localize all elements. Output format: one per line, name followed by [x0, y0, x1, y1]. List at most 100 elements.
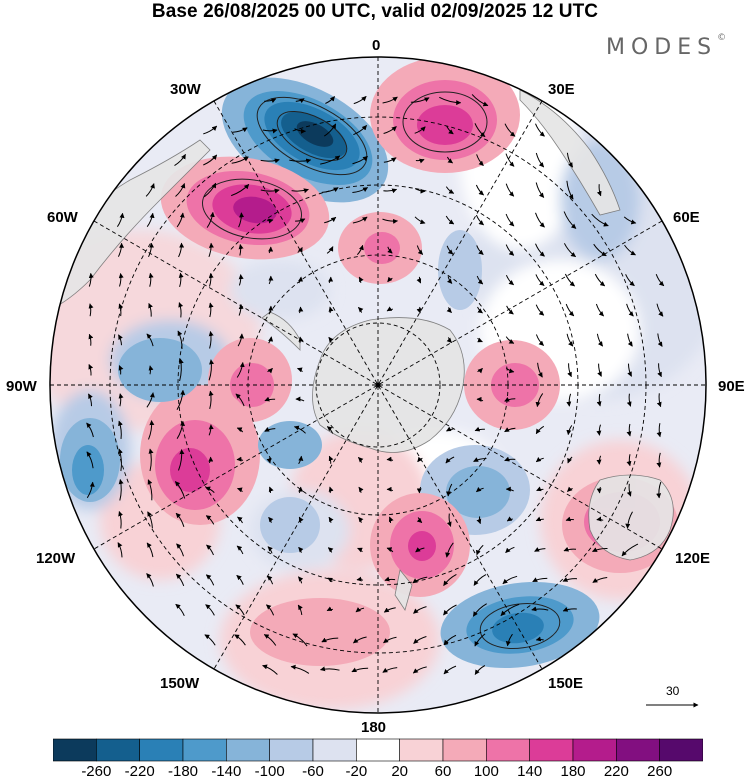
wind-arrow — [505, 183, 515, 197]
wind-arrow — [504, 456, 516, 462]
wind-arrow — [353, 636, 367, 644]
wind-arrow — [146, 542, 154, 558]
wind-arrow — [208, 242, 214, 257]
wind-arrow — [382, 96, 398, 104]
wind-arrow — [298, 486, 304, 494]
wind-arrow — [386, 547, 394, 553]
wind-arrow — [593, 243, 607, 257]
wind-arrow — [563, 211, 577, 229]
wind-arrow — [356, 576, 364, 582]
wind-arrow — [500, 603, 520, 616]
wind-arrow — [298, 516, 304, 523]
wind-arrow — [236, 456, 244, 462]
wind-arrow — [295, 218, 306, 224]
wind-arrow — [208, 390, 214, 410]
wind-arrow — [535, 243, 545, 257]
colorbar-tick-label: -60 — [302, 763, 324, 780]
wind-arrow — [412, 666, 427, 674]
wind-arrow — [231, 156, 249, 164]
wind-arrow — [476, 245, 484, 255]
wind-arrow — [596, 393, 602, 407]
wind-arrow — [562, 577, 578, 582]
wind-arrow — [445, 215, 455, 225]
wind-arrow — [443, 573, 457, 587]
wind-arrow — [204, 182, 217, 198]
wind-arrow — [291, 188, 309, 194]
wind-arrow — [624, 244, 636, 256]
wind-arrow — [205, 574, 215, 586]
wind-arrow — [88, 272, 94, 287]
wind-arrow — [267, 546, 273, 554]
wind-arrow — [505, 275, 514, 286]
wind-arrow — [410, 97, 430, 103]
wind-arrow — [623, 216, 637, 225]
wind-arrow — [446, 337, 452, 343]
wind-arrow — [267, 575, 274, 585]
wind-arrow — [656, 393, 662, 408]
wind-arrow — [88, 333, 94, 346]
wind-arrow — [234, 634, 246, 646]
wind-arrow — [446, 513, 452, 527]
colorbar — [53, 738, 703, 762]
wind-arrow — [118, 273, 124, 287]
polar-stereographic-map — [49, 56, 707, 714]
wind-arrow — [566, 393, 572, 407]
wind-arrow — [204, 634, 216, 646]
wind-arrow — [86, 481, 95, 499]
contour-line — [479, 603, 561, 649]
wind-arrow — [443, 665, 457, 675]
wind-arrow — [358, 457, 364, 463]
wind-arrow — [118, 448, 123, 472]
lon-label-120e: 120E — [675, 550, 711, 567]
wind-arrow — [148, 365, 154, 375]
wind-arrow — [146, 212, 155, 227]
wind-arrow — [388, 516, 394, 524]
colorbar-tick-label: -260 — [81, 763, 112, 780]
colorbar-swatch — [139, 738, 184, 762]
wind-arrow — [446, 245, 454, 255]
wind-arrow — [358, 307, 364, 313]
wind-arrow — [474, 426, 485, 432]
wind-arrow — [117, 542, 123, 558]
colorbar-tick-label: -140 — [211, 763, 242, 780]
wind-arrow — [328, 486, 334, 494]
wind-arrow — [262, 664, 278, 675]
wind-arrow — [563, 243, 576, 258]
wind-arrow — [567, 363, 572, 378]
wind-arrow — [627, 363, 632, 377]
wind-arrow — [146, 392, 155, 408]
wind-arrow — [263, 634, 277, 646]
wind-arrow — [505, 213, 515, 227]
wind-arrow — [328, 516, 334, 523]
wind-arrow — [118, 365, 124, 375]
wind-arrow — [355, 607, 365, 613]
wind-arrow — [657, 363, 662, 378]
colorbar-swatch — [226, 738, 270, 762]
wind-arrow — [383, 157, 397, 163]
wind-arrow — [439, 96, 462, 106]
wind-arrow — [356, 244, 364, 256]
wind-arrow — [386, 486, 394, 492]
wind-arrow — [293, 425, 306, 434]
wind-arrow — [145, 183, 155, 197]
colorbar-swatch — [529, 738, 574, 762]
lon-label-90w: 90W — [6, 378, 37, 395]
wind-arrow — [206, 211, 215, 228]
wind-arrow — [477, 306, 483, 314]
wind-arrow — [445, 456, 455, 464]
wind-arrow — [415, 158, 425, 164]
wind-arrow — [476, 396, 484, 402]
colorbar-swatch — [572, 738, 617, 762]
colorbar-swatch — [356, 738, 400, 762]
lon-label-90e: 90E — [718, 378, 745, 395]
colorbar-swatch — [616, 738, 660, 762]
wind-arrow — [656, 303, 664, 317]
wind-arrow — [118, 420, 123, 439]
colorbar-swatch — [659, 738, 703, 762]
wind-arrow — [268, 246, 274, 254]
wind-arrow — [205, 604, 215, 616]
wind-arrow — [382, 218, 398, 224]
wind-arrow — [118, 393, 124, 407]
map-disc — [50, 57, 706, 713]
antarctic-peninsula — [261, 311, 301, 351]
